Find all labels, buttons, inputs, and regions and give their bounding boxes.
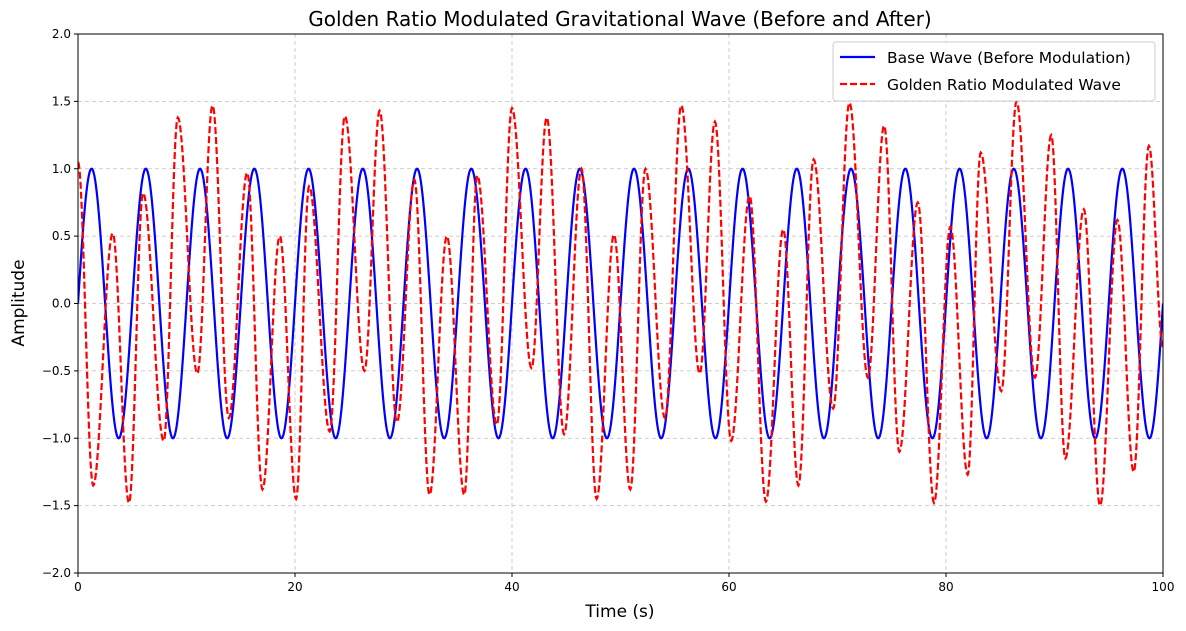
chart-title: Golden Ratio Modulated Gravitational Wav… — [308, 7, 931, 31]
x-tick-label: 40 — [504, 580, 519, 594]
y-tick-label: −2.0 — [42, 566, 71, 580]
ticks: 0 20 40 60 80 100 −2.0 −1.5 −1.0 −0.5 0.0 0.5 1.0 1.5… — [42, 27, 1175, 594]
y-tick-label: 0.5 — [52, 229, 71, 243]
x-tick-label: 100 — [1152, 580, 1175, 594]
x-axis-label: Time (s) — [584, 602, 654, 622]
series-modulated-wave — [78, 99, 1163, 508]
y-tick-label: 1.5 — [52, 94, 71, 108]
legend-label-modulated-wave: Golden Ratio Modulated Wave — [887, 76, 1121, 94]
x-tick-label: 80 — [938, 580, 953, 594]
legend-label-base-wave: Base Wave (Before Modulation) — [887, 49, 1131, 67]
legend-box — [832, 41, 1156, 102]
x-tick-label: 20 — [287, 580, 302, 594]
y-tick-label: −1.0 — [42, 431, 71, 445]
y-tick-label: −0.5 — [42, 364, 71, 378]
series-base-wave — [78, 167, 1163, 440]
y-tick-label: 2.0 — [52, 27, 71, 41]
x-tick-label: 60 — [721, 580, 736, 594]
legend: Base Wave (Before Modulation) Golden Rat… — [832, 41, 1156, 102]
y-tick-label: −1.5 — [42, 499, 71, 513]
y-tick-label: 0.0 — [52, 297, 71, 311]
y-axis-label: Amplitude — [9, 259, 29, 346]
x-tick-label: 0 — [74, 580, 82, 594]
series-layer — [78, 99, 1163, 508]
y-tick-label: 1.0 — [52, 162, 71, 176]
